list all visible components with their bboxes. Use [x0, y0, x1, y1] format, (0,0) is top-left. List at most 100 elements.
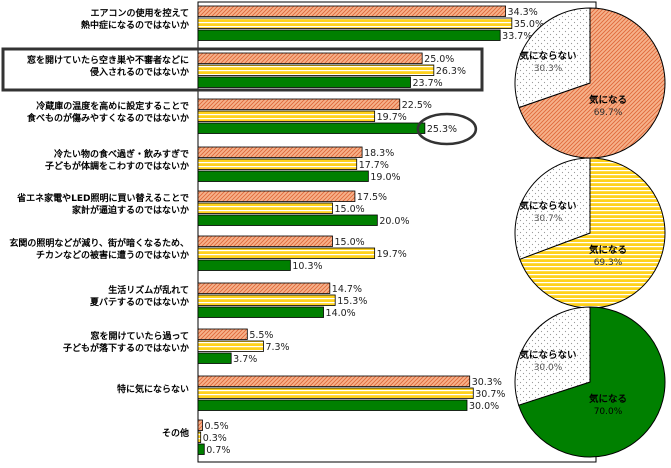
pie-value: 69.7%: [594, 108, 623, 118]
bar-series-2: [197, 443, 205, 455]
category-label: 子どもが体調をこわすのではないか: [45, 160, 189, 172]
category-label: 玄関の照明などが減り、街が暗くなるため、: [9, 237, 189, 249]
bar-value-label: 0.5%: [204, 421, 228, 432]
bar-value-label: 18.3%: [364, 148, 394, 159]
bar-value-label: 33.7%: [502, 31, 532, 42]
category-label: 省エネ家電やLED照明に買い替えることで: [16, 192, 189, 204]
pie-0-slice-unconcerned: [514, 7, 591, 109]
pie-label: 気になる: [589, 244, 627, 256]
bar-value-label: 5.5%: [249, 330, 273, 341]
pie-label: 気にならない: [519, 200, 576, 212]
bar-series-2: [197, 122, 426, 134]
bar-series-0: [197, 146, 363, 158]
category-label: 窓を開けていたら過って: [90, 330, 189, 342]
bar-value-label: 0.3%: [203, 433, 227, 444]
category-label: 窓を開けていたら空き巣や不審者などに: [27, 54, 189, 66]
pie-label: 気にならない: [519, 349, 576, 361]
pie-value: 30.7%: [534, 214, 563, 224]
bar-series-0: [197, 98, 401, 110]
bar-series-1: [197, 247, 376, 259]
category-label: 家計が逼迫するのではないか: [72, 204, 189, 216]
bar-series-2: [197, 306, 324, 318]
category-label: 特に気にならない: [117, 383, 189, 395]
pie-1-slice-unconcerned: [514, 157, 591, 260]
bar-value-label: 19.0%: [370, 172, 400, 183]
category-label: 子どもが落下するのではないか: [63, 342, 189, 354]
bar-value-label: 17.5%: [357, 192, 387, 203]
bar-value-label: 23.7%: [413, 78, 443, 89]
bar-series-0: [197, 5, 506, 17]
bar-value-label: 15.3%: [337, 296, 367, 307]
bar-series-2: [197, 259, 291, 271]
highlight-ellipse-value: [416, 112, 478, 146]
bar-series-0: [197, 375, 471, 387]
category-label: 侵入されるのではないか: [89, 66, 189, 78]
bar-value-label: 35.0%: [514, 19, 544, 30]
pie-label: 気になる: [589, 393, 627, 405]
category-label: その他: [162, 427, 189, 439]
bar-value-label: 20.0%: [379, 216, 409, 227]
bar-series-0: [197, 328, 248, 340]
bar-value-label: 30.0%: [469, 401, 499, 412]
bar-value-label: 30.7%: [475, 389, 505, 400]
bar-value-label: 22.5%: [402, 100, 432, 111]
bar-series-2: [197, 76, 411, 88]
bar-value-label: 30.3%: [472, 377, 502, 388]
bar-series-0: [197, 190, 356, 202]
bar-series-0: [197, 419, 203, 431]
bar-series-1: [197, 17, 513, 29]
category-label: チカンなどの被害に遭うのではないか: [36, 249, 189, 261]
bar-value-label: 14.7%: [332, 284, 362, 295]
bar-series-2: [197, 214, 378, 226]
category-label: 冷蔵庫の温度を高めに設定することで: [36, 100, 189, 112]
bar-value-label: 25.3%: [427, 124, 457, 135]
bar-series-2: [197, 352, 232, 364]
bar-series-1: [197, 387, 474, 399]
bar-series-1: [197, 431, 202, 443]
bar-value-label: 15.0%: [335, 237, 365, 248]
bar-value-label: 10.3%: [292, 261, 322, 272]
category-label: 生活リズムが乱れて: [108, 284, 189, 296]
category-label: 熱中症になるのではないか: [81, 19, 189, 31]
bar-series-0: [197, 282, 331, 294]
bar-series-1: [197, 64, 435, 76]
category-label: 夏バテするのではないか: [89, 297, 189, 308]
bar-value-label: 34.3%: [508, 7, 538, 18]
pie-0-slice-concerned: [518, 7, 666, 159]
category-label: 食べものが傷みやすくなるのではないか: [26, 112, 189, 124]
bar-value-label: 3.7%: [233, 354, 257, 365]
bar-value-label: 25.0%: [424, 54, 454, 65]
bar-series-0: [197, 52, 423, 64]
category-label: エアコンの使用を控えて: [90, 7, 189, 19]
pie-label: 気になる: [589, 94, 627, 106]
bar-value-label: 19.7%: [377, 249, 407, 260]
bar-value-label: 15.0%: [335, 204, 365, 215]
bar-series-2: [197, 399, 468, 411]
pie-value: 30.3%: [534, 64, 563, 74]
bar-value-label: 19.7%: [377, 112, 407, 123]
bar-value-label: 17.7%: [359, 160, 389, 171]
bar-series-0: [197, 235, 333, 247]
bar-series-2: [197, 29, 501, 41]
bar-value-label: 7.3%: [265, 342, 289, 353]
bar-series-1: [197, 294, 336, 306]
category-label: 冷たい物の食べ過ぎ・飲みすぎで: [54, 148, 189, 160]
highlight-box-category: [1, 47, 484, 92]
pie-value: 30.0%: [534, 363, 563, 373]
pie-value: 69.3%: [594, 258, 623, 268]
bar-value-label: 26.3%: [436, 66, 466, 77]
bar-series-2: [197, 170, 369, 182]
bar-value-label: 0.7%: [206, 445, 230, 456]
bar-series-1: [197, 340, 264, 352]
bar-series-1: [197, 158, 358, 170]
bar-series-1: [197, 202, 333, 214]
pie-1-slice-concerned: [519, 157, 666, 309]
bar-value-label: 14.0%: [326, 308, 356, 319]
pie-2-slice-unconcerned: [514, 306, 591, 406]
pie-label: 気にならない: [519, 50, 576, 62]
pie-2-slice-concerned: [518, 306, 666, 458]
pie-value: 70.0%: [594, 407, 623, 417]
bar-series-1: [197, 110, 376, 122]
